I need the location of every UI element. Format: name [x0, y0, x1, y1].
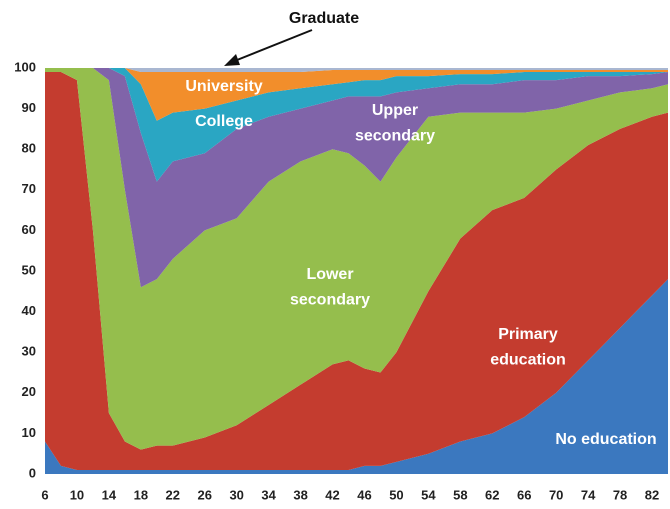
area: [45, 68, 668, 182]
x-tick-label: 26: [198, 487, 212, 502]
area-label: College: [195, 113, 253, 130]
y-tick-label: 90: [22, 100, 36, 115]
x-tick-label: 42: [325, 487, 339, 502]
x-tick-label: 54: [421, 487, 436, 502]
label-line: education: [490, 352, 566, 369]
labels: No education Primary education Lower seconda…: [185, 10, 656, 448]
x-tick-label: 66: [517, 487, 531, 502]
x-tick-label: 38: [293, 487, 307, 502]
area: [45, 72, 668, 470]
y-tick-label: 0: [29, 465, 36, 480]
x-tick-label: 78: [613, 487, 627, 502]
y-tick-label: 30: [22, 344, 36, 359]
x-tick-label: 6: [41, 487, 48, 502]
y-tick-label: 50: [22, 262, 36, 277]
area-label: University: [185, 78, 262, 95]
area-label: Graduate: [289, 10, 359, 27]
area: [45, 68, 668, 73]
area: [45, 68, 668, 288]
x-tick-label: 34: [261, 487, 276, 502]
y-tick-label: 10: [22, 425, 36, 440]
x-tick-label: 70: [549, 487, 563, 502]
y-tick-label: 40: [22, 303, 36, 318]
area-label: Primary education: [490, 326, 566, 369]
label-line: Lower: [306, 266, 353, 283]
area-label: No education: [555, 431, 656, 448]
x-tick-label: 22: [166, 487, 180, 502]
label-line: secondary: [290, 292, 370, 309]
x-tick-label: 46: [357, 487, 371, 502]
y-tick-label: 60: [22, 222, 36, 237]
areas: [45, 68, 668, 474]
x-tick-label: 50: [389, 487, 403, 502]
y-tick-label: 100: [14, 59, 36, 74]
label-line: Upper: [372, 102, 418, 119]
area-label: Upper secondary: [355, 102, 435, 145]
label-line: secondary: [355, 128, 435, 145]
x-tick-label: 74: [581, 487, 596, 502]
label-line: Primary: [498, 326, 558, 343]
area: [45, 68, 668, 121]
y-tick-label: 20: [22, 384, 36, 399]
y-tick-label: 70: [22, 181, 36, 196]
x-tick-label: 10: [70, 487, 84, 502]
area: [45, 279, 668, 474]
annotation-arrow: [231, 29, 313, 63]
x-tick-label: 82: [645, 487, 659, 502]
x-tick-label: 30: [229, 487, 243, 502]
x-tick-label: 18: [134, 487, 148, 502]
area: [45, 68, 668, 450]
y-tick-label: 80: [22, 141, 36, 156]
area-label: Lower secondary: [290, 266, 370, 309]
arrow-head: [224, 54, 240, 66]
x-tick-label: 14: [102, 487, 117, 502]
x-tick-label: 58: [453, 487, 467, 502]
x-tick-label: 62: [485, 487, 499, 502]
